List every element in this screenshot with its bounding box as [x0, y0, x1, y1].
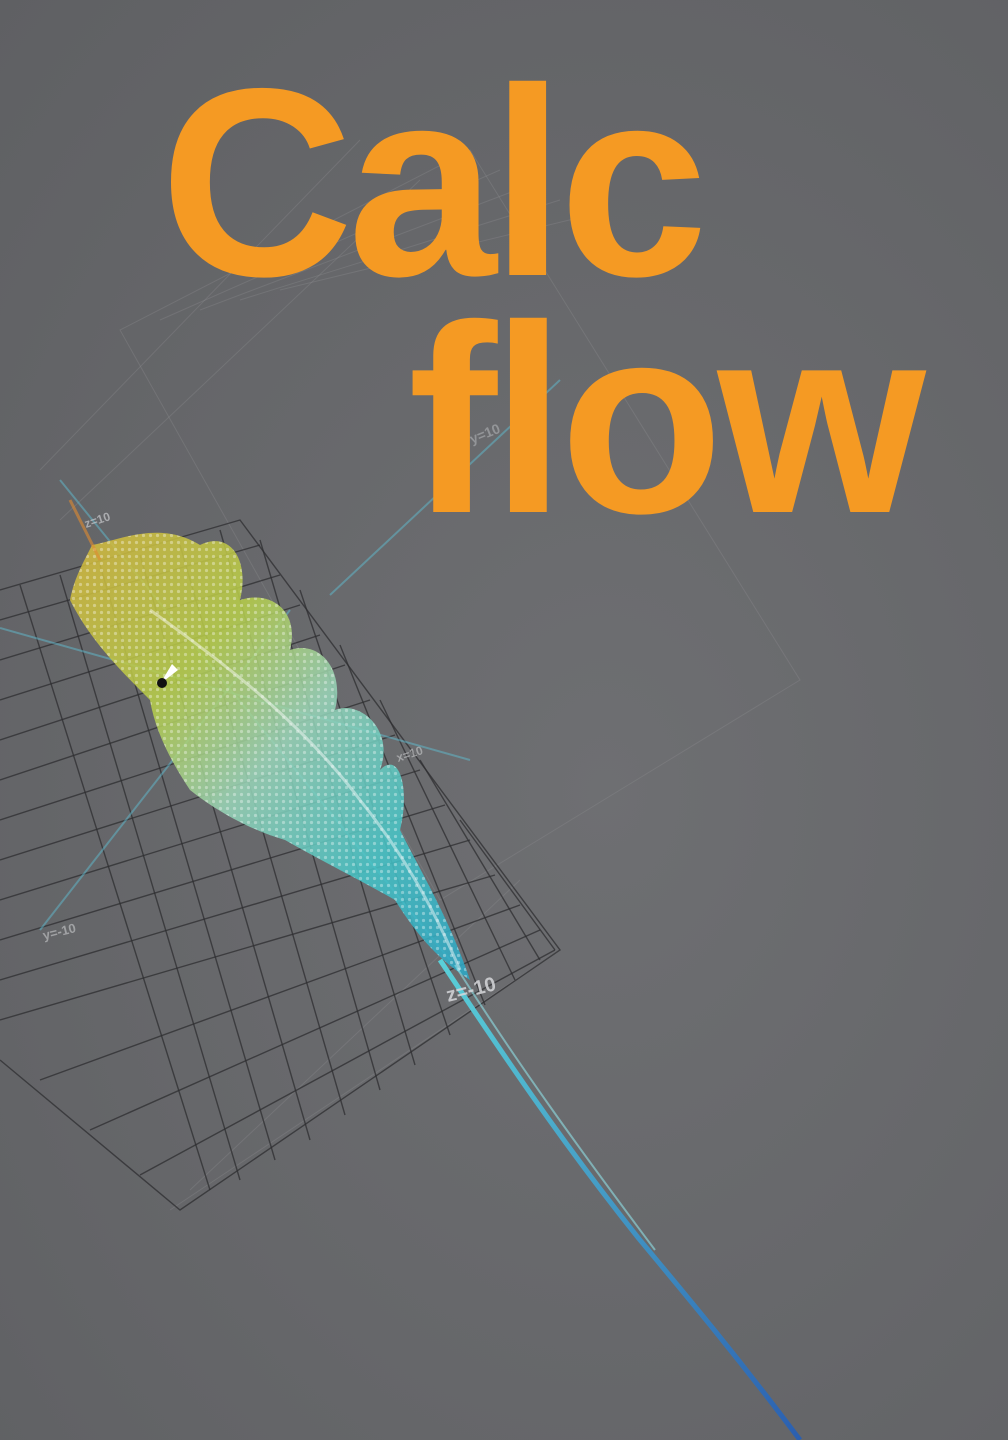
surface-tail	[437, 958, 802, 1440]
cursor-pointer	[157, 664, 178, 688]
axis-label-y-neg: y=-10	[41, 920, 77, 943]
app-title-line-2: flow	[408, 269, 926, 569]
app-title-line-1: Calc	[160, 32, 708, 332]
function-surface	[68, 499, 470, 980]
